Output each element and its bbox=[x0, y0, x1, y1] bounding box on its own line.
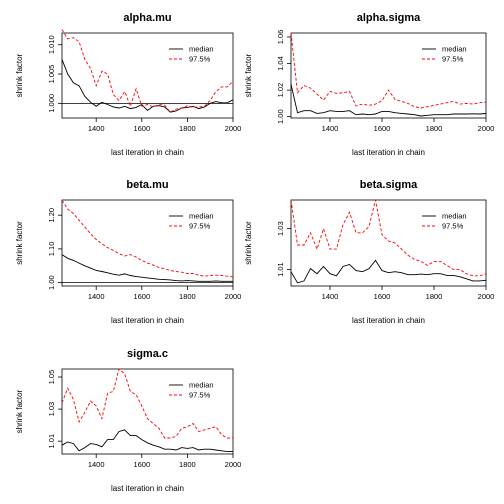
x-tick-label: 2000 bbox=[225, 124, 242, 133]
chart-title: alpha.mu bbox=[123, 12, 171, 24]
y-axis-label: shrink factor bbox=[15, 221, 24, 265]
chart-panel-1: alpha.mu 1400 1600 1800 2000 last iteration i… bbox=[15, 12, 241, 157]
x-tick-label: 2000 bbox=[225, 460, 242, 469]
legend-label: 97.5% bbox=[189, 222, 211, 231]
y-tick-label: 1.005 bbox=[47, 65, 56, 84]
legend-label: median bbox=[442, 45, 467, 54]
y-tick-label: 1.02 bbox=[276, 83, 285, 98]
legend-label: 97.5% bbox=[189, 55, 211, 64]
x-tick-label: 1800 bbox=[179, 460, 196, 469]
legend-label: 97.5% bbox=[442, 55, 464, 64]
y-axis-label: shrink factor bbox=[15, 389, 24, 433]
series-line-median bbox=[290, 259, 487, 284]
plot-frame bbox=[61, 368, 234, 455]
x-tick-label: 1800 bbox=[426, 124, 443, 133]
x-axis-label: last iteration in chain bbox=[352, 148, 425, 157]
x-tick-label: 1600 bbox=[374, 292, 391, 301]
y-axis-label: shrink factor bbox=[244, 221, 253, 265]
chart-title: alpha.sigma bbox=[357, 12, 421, 24]
x-tick-label: 1400 bbox=[322, 124, 339, 133]
chart-panel-3: beta.mu 1400 1600 1800 2000 last iteration in… bbox=[15, 179, 241, 325]
y-tick-label: 1.05 bbox=[47, 370, 56, 385]
y-tick-label: 1.00 bbox=[47, 275, 56, 290]
x-axis-label: last iteration in chain bbox=[111, 316, 184, 325]
plot-frame bbox=[61, 32, 234, 119]
x-tick-label: 1400 bbox=[322, 292, 339, 301]
x-tick-label: 1600 bbox=[374, 124, 391, 133]
y-tick-label: 1.00 bbox=[276, 109, 285, 124]
x-tick-label: 1600 bbox=[133, 292, 150, 301]
y-tick-label: 1.01 bbox=[276, 262, 285, 277]
series-line-q975 bbox=[61, 200, 234, 278]
x-tick-label: 1600 bbox=[133, 460, 150, 469]
y-tick-label: 1.010 bbox=[47, 35, 56, 54]
plot-frame bbox=[290, 32, 487, 119]
y-axis-label: shrink factor bbox=[15, 53, 24, 97]
y-tick-label: 1.04 bbox=[276, 56, 285, 71]
series-line-q975 bbox=[290, 199, 487, 277]
plot-frame bbox=[61, 199, 234, 287]
y-tick-label: 1.03 bbox=[47, 402, 56, 417]
legend-label: median bbox=[442, 212, 467, 221]
y-axis-label: shrink factor bbox=[244, 53, 253, 97]
legend-label: 97.5% bbox=[189, 391, 211, 400]
series-line-median bbox=[61, 254, 233, 282]
legend-label: median bbox=[189, 212, 214, 221]
chart-title: sigma.c bbox=[127, 348, 168, 360]
x-tick-label: 1800 bbox=[179, 124, 196, 133]
y-tick-label: 1.06 bbox=[276, 30, 285, 45]
legend-label: 97.5% bbox=[442, 222, 464, 231]
y-tick-label: 1.000 bbox=[47, 94, 56, 113]
y-tick-label: 1.03 bbox=[276, 221, 285, 236]
x-axis-label: last iteration in chain bbox=[352, 316, 425, 325]
chart-panel-2: alpha.sigma 1400 1600 1800 2000 last iteratio… bbox=[244, 12, 494, 157]
chart-panel-5: sigma.c 1400 1600 1800 2000 last iteration in… bbox=[15, 348, 241, 493]
x-tick-label: 2000 bbox=[225, 292, 242, 301]
y-tick-label: 1.20 bbox=[47, 208, 56, 223]
chart-panel-4: beta.sigma 1400 1600 1800 2000 last iteration… bbox=[244, 179, 494, 325]
chart-title: beta.sigma bbox=[360, 179, 418, 191]
series-line-median bbox=[61, 59, 234, 113]
y-tick-label: 1.01 bbox=[47, 434, 56, 449]
series-line-q975 bbox=[290, 32, 487, 109]
x-tick-label: 2000 bbox=[478, 124, 495, 133]
x-tick-label: 1400 bbox=[88, 292, 105, 301]
x-axis-label: last iteration in chain bbox=[111, 484, 184, 493]
series-line-median bbox=[61, 429, 233, 453]
x-tick-label: 1600 bbox=[133, 124, 150, 133]
x-tick-label: 2000 bbox=[478, 292, 495, 301]
x-tick-label: 1400 bbox=[88, 460, 105, 469]
x-axis-label: last iteration in chain bbox=[111, 148, 184, 157]
series-line-q975 bbox=[61, 368, 233, 439]
plot-frame bbox=[290, 199, 487, 287]
x-tick-label: 1400 bbox=[88, 124, 105, 133]
y-tick-label: 1.10 bbox=[47, 242, 56, 257]
x-tick-label: 1800 bbox=[179, 292, 196, 301]
legend-label: median bbox=[189, 381, 214, 390]
x-tick-label: 1800 bbox=[426, 292, 443, 301]
series-line-median bbox=[290, 84, 487, 117]
chart-title: beta.mu bbox=[126, 179, 168, 191]
series-line-q975 bbox=[61, 29, 234, 113]
legend-label: median bbox=[189, 45, 214, 54]
